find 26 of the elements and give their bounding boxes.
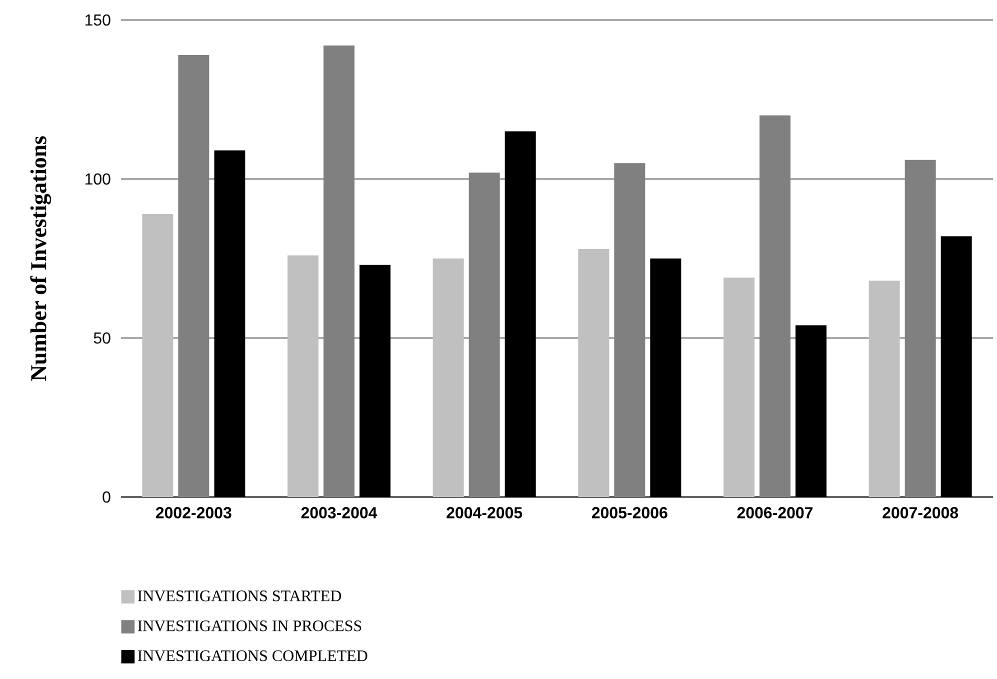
x-tick-label: 2005-2006 [592,507,668,518]
legend-label: INVESTIGATIONS COMPLETED [138,650,368,662]
x-tick-label: 2007-2008 [882,507,958,518]
legend-label: INVESTIGATIONS STARTED [138,590,342,602]
y-axis-title: Number of Investigations [30,136,52,381]
bar [724,278,755,497]
bar [324,45,354,497]
x-tick-label: 2006-2007 [737,507,813,518]
bar [614,163,646,497]
y-tick-label: 150 [85,14,110,26]
bar [760,115,790,497]
bar [178,54,210,497]
x-tick-label: 2004-2005 [446,507,522,518]
y-tick-label: 50 [94,332,110,344]
bar [468,172,500,497]
bar [868,280,900,497]
bar [288,255,318,497]
x-tick-label: 2002-2003 [156,507,232,518]
bar [432,258,464,497]
y-tick-label: 0 [102,491,110,503]
x-tick-label: 2003-2004 [301,507,378,518]
y-tick-label: 100 [85,173,110,185]
bar [142,214,174,497]
bar [904,160,936,497]
bar [578,248,610,497]
legend-label: INVESTIGATIONS IN PROCESS [138,620,362,632]
